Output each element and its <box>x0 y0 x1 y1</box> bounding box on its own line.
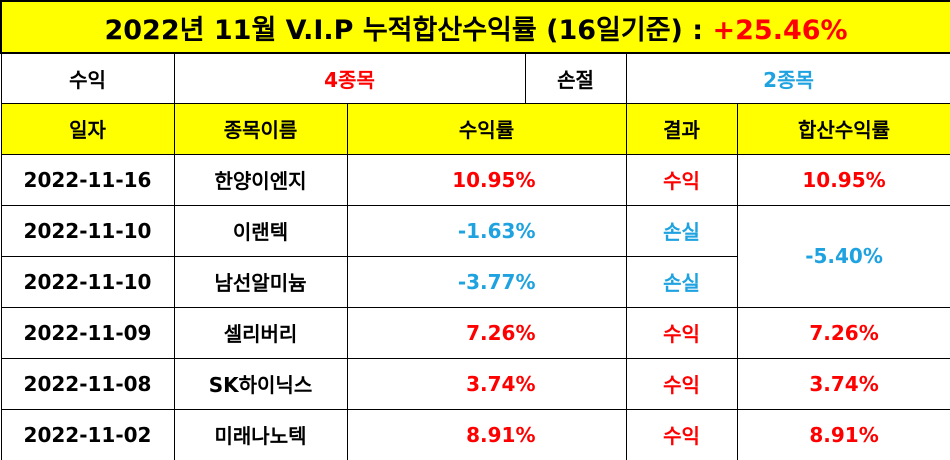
row-result: 손실 <box>625 255 738 308</box>
row-combined: 8.91% <box>736 408 950 460</box>
row-result: 손실 <box>625 204 738 257</box>
row-name: 미래나노텍 <box>173 408 348 460</box>
row-combined: -5.40% <box>736 204 950 308</box>
table-row: 2022-11-16 한양이엔지 10.95% 수익 10.95% <box>0 153 950 206</box>
page-title: 2022년 11월 V.I.P 누적합산수익률 (16일기준) : +25.46… <box>0 0 950 54</box>
row-return: 8.91% <box>346 408 627 460</box>
row-result: 수익 <box>625 153 738 206</box>
header-return: 수익률 <box>346 102 627 155</box>
header-combined: 합산수익률 <box>736 102 950 155</box>
header-name: 종목이름 <box>173 102 348 155</box>
header-result: 결과 <box>625 102 738 155</box>
loss-count: 2종목 <box>625 52 950 104</box>
loss-label: 손절 <box>524 52 627 104</box>
profit-label: 수익 <box>0 52 175 104</box>
table-row: 2022-11-02 미래나노텍 8.91% 수익 8.91% <box>0 408 950 460</box>
row-combined: 10.95% <box>736 153 950 206</box>
row-date: 2022-11-16 <box>0 153 175 206</box>
row-date: 2022-11-10 <box>0 204 175 257</box>
row-date: 2022-11-09 <box>0 306 175 359</box>
row-date: 2022-11-10 <box>0 255 175 308</box>
row-name: SK하이닉스 <box>173 357 348 410</box>
row-date: 2022-11-08 <box>0 357 175 410</box>
row-return: 3.74% <box>346 357 627 410</box>
profit-count: 4종목 <box>173 52 526 104</box>
header-row: 일자 종목이름 수익률 결과 합산수익률 <box>0 102 950 155</box>
row-result: 수익 <box>625 408 738 460</box>
row-date: 2022-11-02 <box>0 408 175 460</box>
header-date: 일자 <box>0 102 175 155</box>
row-return: -1.63% <box>346 204 627 257</box>
table-row: 2022-11-10 이랜텍 -1.63% 손실 -5.40% <box>0 204 950 308</box>
table-row: 2022-11-09 셀리버리 7.26% 수익 7.26% <box>0 306 950 359</box>
row-result: 수익 <box>625 357 738 410</box>
row-return: 10.95% <box>346 153 627 206</box>
title-row: 2022년 11월 V.I.P 누적합산수익률 (16일기준) : +25.46… <box>0 0 950 54</box>
total-return: +25.46% <box>712 14 848 46</box>
row-combined: 3.74% <box>736 357 950 410</box>
row-name: 셀리버리 <box>173 306 348 359</box>
summary-row: 수익 4종목 손절 2종목 <box>0 52 950 104</box>
row-name: 남선알미늄 <box>173 255 348 308</box>
row-result: 수익 <box>625 306 738 359</box>
row-name: 이랜텍 <box>173 204 348 257</box>
row-return: -3.77% <box>346 255 627 308</box>
row-return: 7.26% <box>346 306 627 359</box>
row-combined: 7.26% <box>736 306 950 359</box>
row-name: 한양이엔지 <box>173 153 348 206</box>
title-text: 2022년 11월 V.I.P 누적합산수익률 (16일기준) : <box>104 14 713 46</box>
table-row: 2022-11-08 SK하이닉스 3.74% 수익 3.74% <box>0 357 950 410</box>
